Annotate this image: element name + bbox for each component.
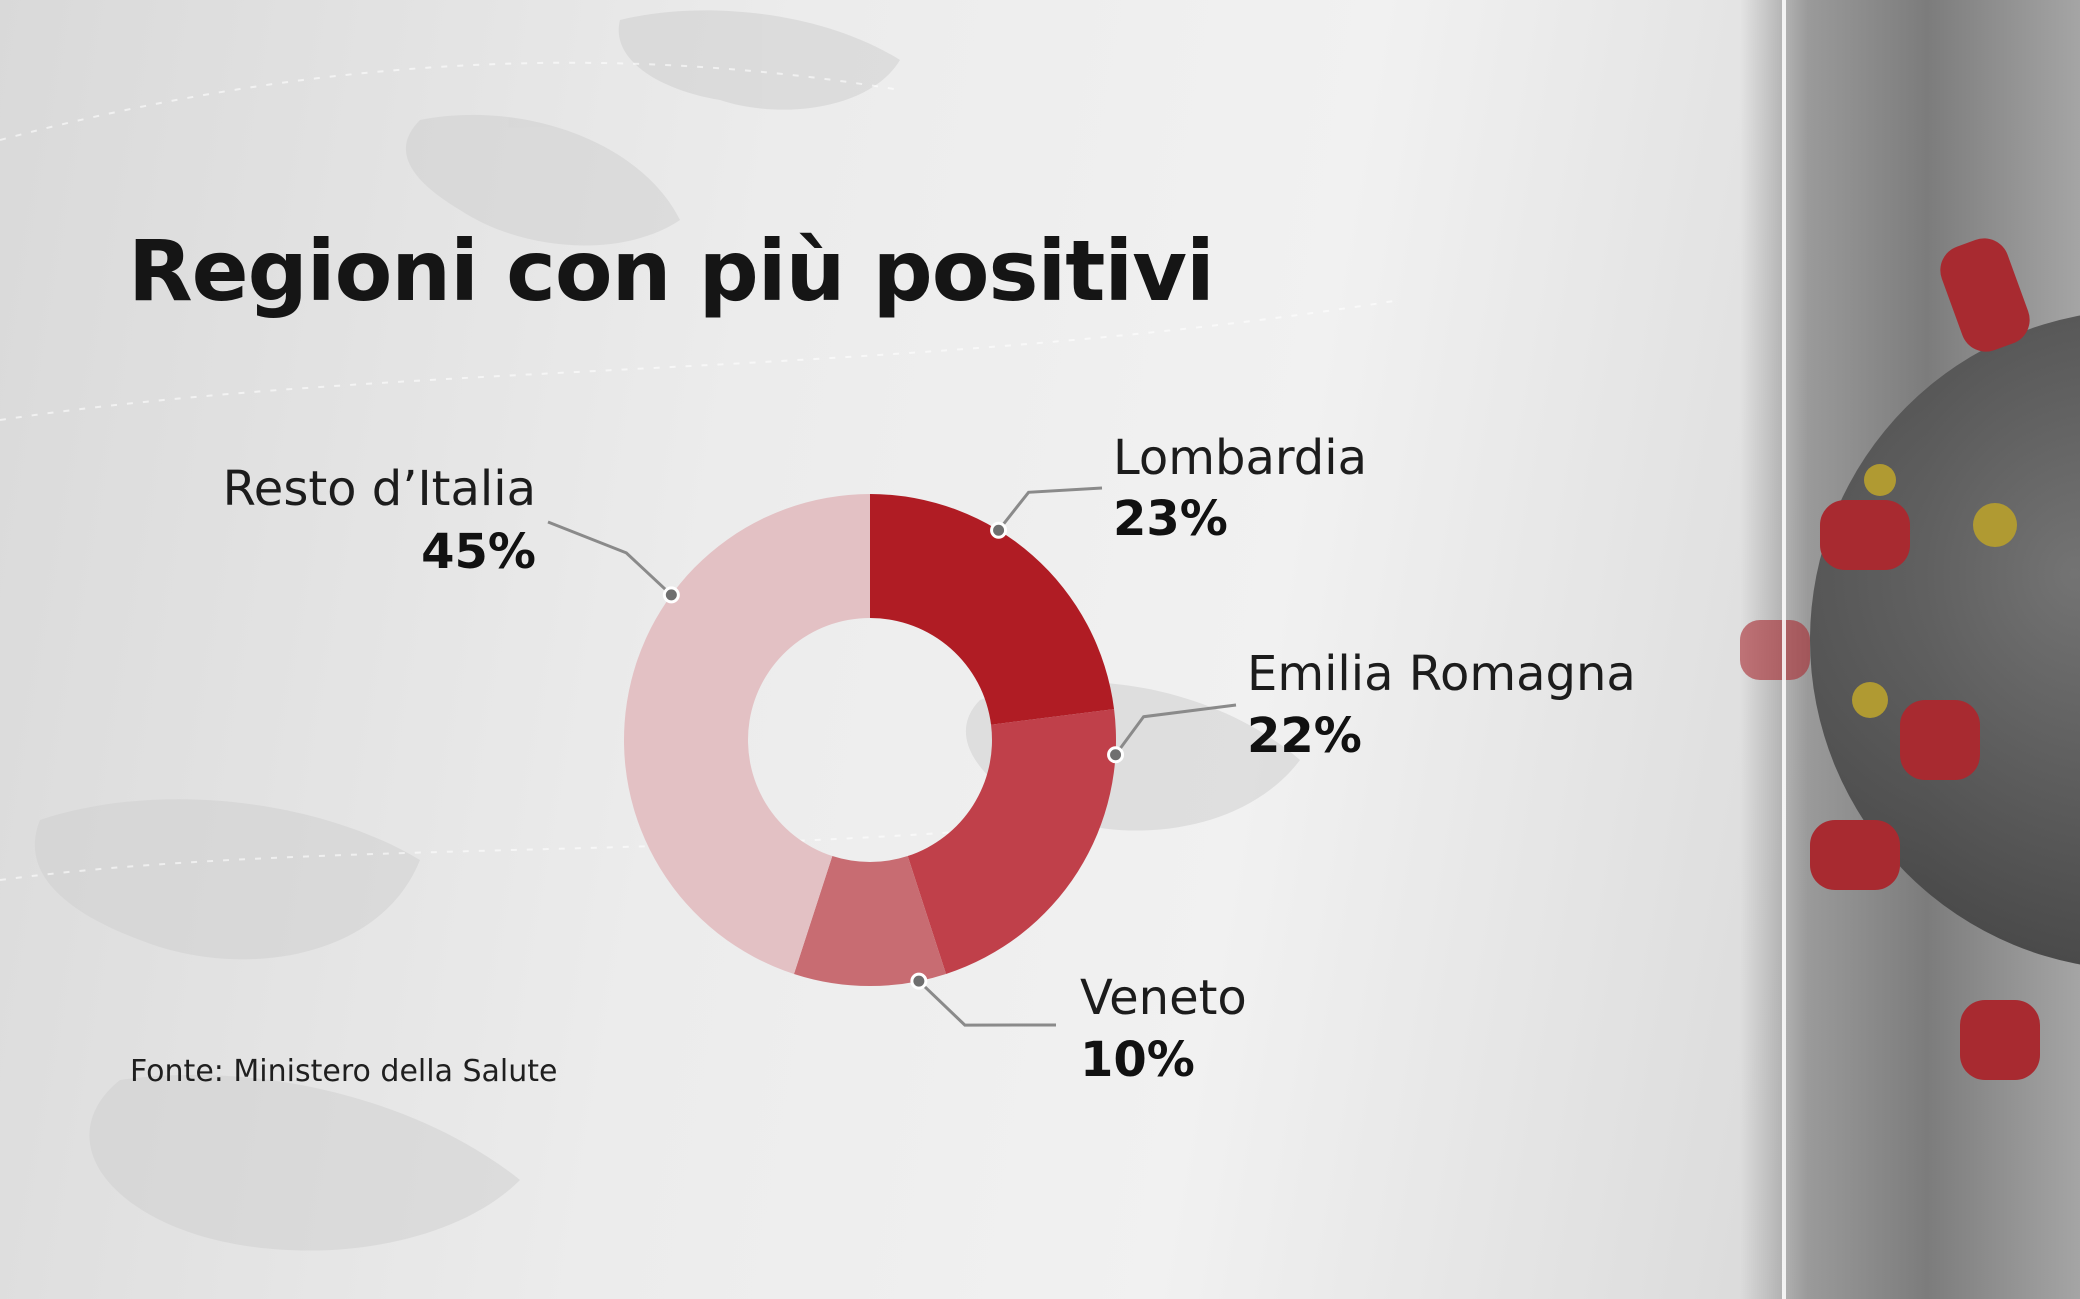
leader-dot-veneto	[910, 972, 928, 990]
leader-line-lombardia	[997, 486, 1103, 532]
label-emilia-name: Emilia Romagna	[1247, 646, 1636, 702]
source-note: Fonte: Ministero della Salute	[130, 1054, 558, 1089]
chart-title: Regioni con più positivi	[128, 222, 1215, 320]
label-resto-name: Resto d’Italia	[223, 461, 536, 517]
leader-dot-lombardia	[990, 521, 1008, 539]
leader-dot-emilia	[1107, 746, 1125, 764]
leader-line-veneto	[917, 980, 1057, 1027]
label-emilia-value: 22%	[1247, 708, 1362, 764]
label-veneto-name: Veneto	[1080, 970, 1247, 1026]
label-resto-value: 45%	[421, 524, 536, 580]
slice-resto	[624, 494, 870, 974]
slice-emilia	[907, 709, 1116, 974]
panel-divider	[1782, 0, 1786, 1299]
leader-line-emilia	[1114, 703, 1237, 756]
leader-line-resto	[547, 520, 673, 597]
label-lombardia-name: Lombardia	[1113, 430, 1367, 486]
label-veneto-value: 10%	[1080, 1032, 1195, 1088]
slice-lombardia	[870, 494, 1115, 725]
slice-veneto	[793, 856, 947, 986]
leader-dot-resto	[662, 586, 680, 604]
label-lombardia-value: 23%	[1113, 491, 1228, 547]
